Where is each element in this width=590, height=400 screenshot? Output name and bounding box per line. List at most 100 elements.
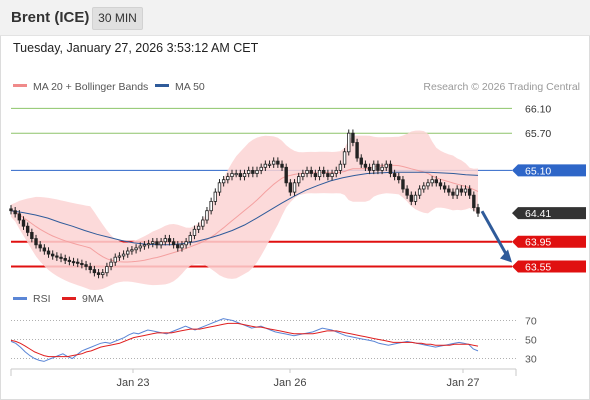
- candle-body: [363, 163, 368, 168]
- x-axis: Jan 23 Jan 26 Jan 27: [10, 368, 517, 389]
- candle-body: [155, 241, 159, 246]
- candle-body: [55, 255, 59, 258]
- ma50-legend-label: MA 50: [175, 81, 205, 93]
- candle-body: [442, 185, 447, 190]
- price-plot: 66.10 65.70 65.10 64.41 63.95 63.55: [9, 103, 586, 290]
- rsi-legend: RSI 9MA: [13, 293, 104, 305]
- legend: MA 20 + Bollinger Bands MA 50 Research ©…: [13, 81, 580, 93]
- candle-body: [46, 250, 51, 255]
- ma50-line: [10, 171, 479, 246]
- level-badge-65.10: [512, 164, 586, 177]
- candle-body: [355, 142, 359, 159]
- rsi-tick-30: 30: [525, 354, 537, 366]
- candle-body: [126, 250, 130, 255]
- candle-body: [96, 272, 101, 275]
- candle-body: [292, 182, 297, 193]
- candle-body: [84, 264, 88, 267]
- candle-body: [117, 255, 122, 258]
- candle-body: [384, 163, 388, 168]
- candle-body: [34, 238, 38, 246]
- candle-body: [188, 235, 192, 243]
- rsi-legend-label: RSI: [33, 293, 51, 305]
- candle-body: [326, 173, 330, 177]
- candle-body: [159, 241, 163, 246]
- candle-body: [201, 219, 205, 227]
- candle-body: [21, 219, 26, 227]
- level-label-66.10: 66.10: [525, 103, 551, 115]
- candle-body: [80, 262, 84, 266]
- candle-body: [167, 238, 172, 243]
- candle-body: [405, 188, 409, 196]
- ma20-line: [10, 164, 479, 263]
- candle-body: [301, 173, 305, 177]
- candle-body: [25, 225, 30, 233]
- candle-body: [92, 269, 97, 274]
- candle-body: [334, 169, 338, 174]
- candle-body: [455, 188, 459, 196]
- candle-body: [109, 261, 113, 267]
- timestamp: Tuesday, January 27, 2026 3:53:12 AM CET: [13, 41, 259, 55]
- candle-body: [472, 194, 476, 208]
- rsi-legend-swatch: [13, 297, 27, 300]
- level-label-65.10: 65.10: [525, 165, 551, 177]
- candle-body: [163, 238, 167, 243]
- candle-body: [42, 247, 47, 252]
- prediction-arrowhead: [500, 249, 512, 263]
- candle-body: [246, 169, 251, 174]
- timeframe-button[interactable]: 30 MIN: [92, 7, 143, 30]
- candle-body: [213, 191, 218, 202]
- candle-body: [121, 253, 126, 257]
- candle-body: [242, 173, 247, 177]
- candle-body: [280, 163, 284, 168]
- candle-body: [146, 243, 151, 246]
- candle-body: [101, 272, 105, 275]
- rsi-9ma-line: [10, 322, 479, 358]
- candle-body: [76, 261, 80, 264]
- candle-body: [138, 245, 142, 249]
- rsi-plot: 70 50 30: [10, 316, 537, 366]
- rsi9ma-legend-swatch: [62, 297, 76, 300]
- level-label-63.95: 63.95: [525, 237, 551, 249]
- candle-body: [447, 188, 451, 193]
- level-badge-63.95: [512, 235, 586, 248]
- ma50-legend-swatch: [155, 84, 169, 87]
- candle-body: [171, 241, 176, 246]
- candle-body: [380, 166, 384, 171]
- candle-body: [317, 169, 322, 177]
- candle-body: [413, 194, 418, 202]
- candle-body: [9, 208, 13, 212]
- candle-body: [196, 225, 201, 230]
- candle-body: [67, 259, 72, 262]
- candle-body: [367, 166, 372, 171]
- candle-body: [71, 261, 76, 264]
- candle-body: [113, 256, 117, 263]
- ma20-legend-swatch: [13, 84, 27, 87]
- candle-body: [134, 247, 138, 251]
- rsi-tick-50: 50: [525, 335, 537, 347]
- candle-body: [409, 194, 413, 202]
- candle-body: [209, 200, 213, 212]
- candle-body: [176, 244, 180, 249]
- candle-body: [276, 160, 280, 165]
- candle-body: [417, 188, 422, 196]
- credit-label: Research © 2026 Trading Central: [423, 81, 580, 93]
- chart-header: Brent (ICE) 30 MIN: [0, 0, 590, 36]
- candle-body: [305, 169, 309, 174]
- candle-body: [30, 231, 34, 239]
- candle-body: [271, 160, 276, 165]
- level-badge-64.41: [512, 207, 586, 220]
- level-label-64.41: 64.41: [525, 208, 551, 220]
- candle-body: [238, 173, 243, 177]
- candle-body: [438, 182, 443, 187]
- candle-body: [351, 132, 355, 143]
- candle-body: [288, 182, 293, 193]
- rsi9ma-legend-label: 9MA: [82, 293, 104, 305]
- candle-body: [255, 169, 259, 174]
- instrument-title: Brent (ICE): [11, 9, 90, 26]
- candle-body: [230, 173, 234, 177]
- candle-body: [217, 182, 222, 193]
- candle-body: [476, 207, 480, 214]
- candle-body: [434, 179, 439, 184]
- candle-body: [388, 163, 393, 174]
- candle-body: [50, 253, 55, 257]
